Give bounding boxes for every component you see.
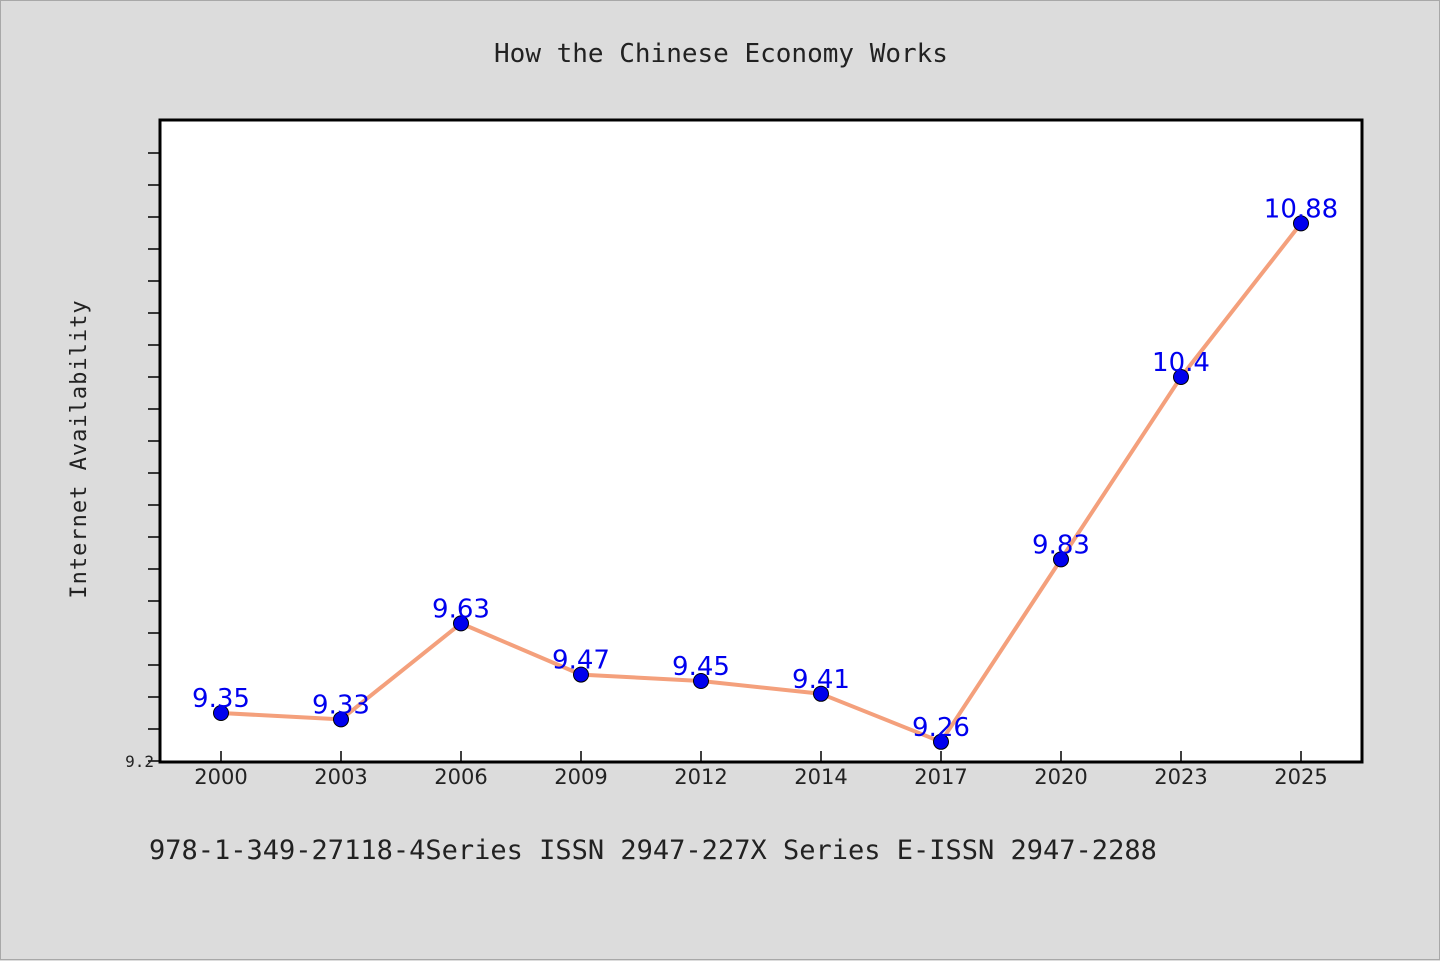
x-tick-label: 2003: [314, 765, 367, 789]
data-point: [333, 711, 349, 728]
y-tick-label: 9.2: [125, 752, 154, 771]
x-tick-label: 2012: [674, 765, 727, 789]
data-label: 9.41: [792, 665, 850, 695]
data-point: [1053, 551, 1069, 568]
x-tick-label: 2009: [554, 765, 607, 789]
data-point: [813, 685, 829, 702]
data-point: [693, 673, 709, 689]
data-labels: 9.35 9.33 9.63 9.47 9.45 9.41 9.26 9.83 10.4 10.8…: [192, 194, 1338, 742]
y-axis-label: Internet Availability: [67, 299, 92, 598]
chart-title: How the Chinese Economy Works: [494, 39, 948, 69]
data-point: [213, 705, 229, 721]
x-tick-label: 2000: [194, 765, 247, 789]
data-point: [933, 733, 949, 750]
series-line: [219, 221, 1303, 744]
data-label: 10.88: [1264, 194, 1338, 224]
footer-isbn-text: 978-1-349-27118-4Series ISSN 2947-227X S…: [149, 835, 1157, 866]
data-label: 9.26: [912, 713, 970, 743]
x-axis-ticks: 2000 2003 2006 2009 2012 2014 2017 2020 2023 2025: [194, 751, 1328, 789]
data-point: [1293, 215, 1309, 232]
data-point: [453, 615, 469, 632]
x-tick-label: 2023: [1154, 765, 1207, 789]
y-axis-ticks: 9.2: [125, 152, 160, 771]
x-tick-label: 2020: [1034, 765, 1087, 789]
series-layer: [213, 215, 1309, 750]
data-label: 9.47: [552, 646, 610, 676]
x-tick-label: 2014: [794, 765, 847, 789]
data-label: 9.33: [312, 690, 370, 720]
data-label: 9.35: [192, 684, 250, 714]
data-label: 9.45: [672, 652, 730, 682]
x-tick-label: 2017: [914, 765, 967, 789]
x-tick-label: 2006: [434, 765, 487, 789]
x-tick-label: 2025: [1274, 765, 1327, 789]
data-point: [573, 666, 589, 683]
data-point: [1173, 369, 1189, 385]
plot-area: [158, 118, 1364, 764]
data-label: 9.83: [1032, 530, 1090, 560]
data-label: 10.4: [1152, 348, 1210, 378]
data-label: 9.63: [432, 594, 490, 624]
